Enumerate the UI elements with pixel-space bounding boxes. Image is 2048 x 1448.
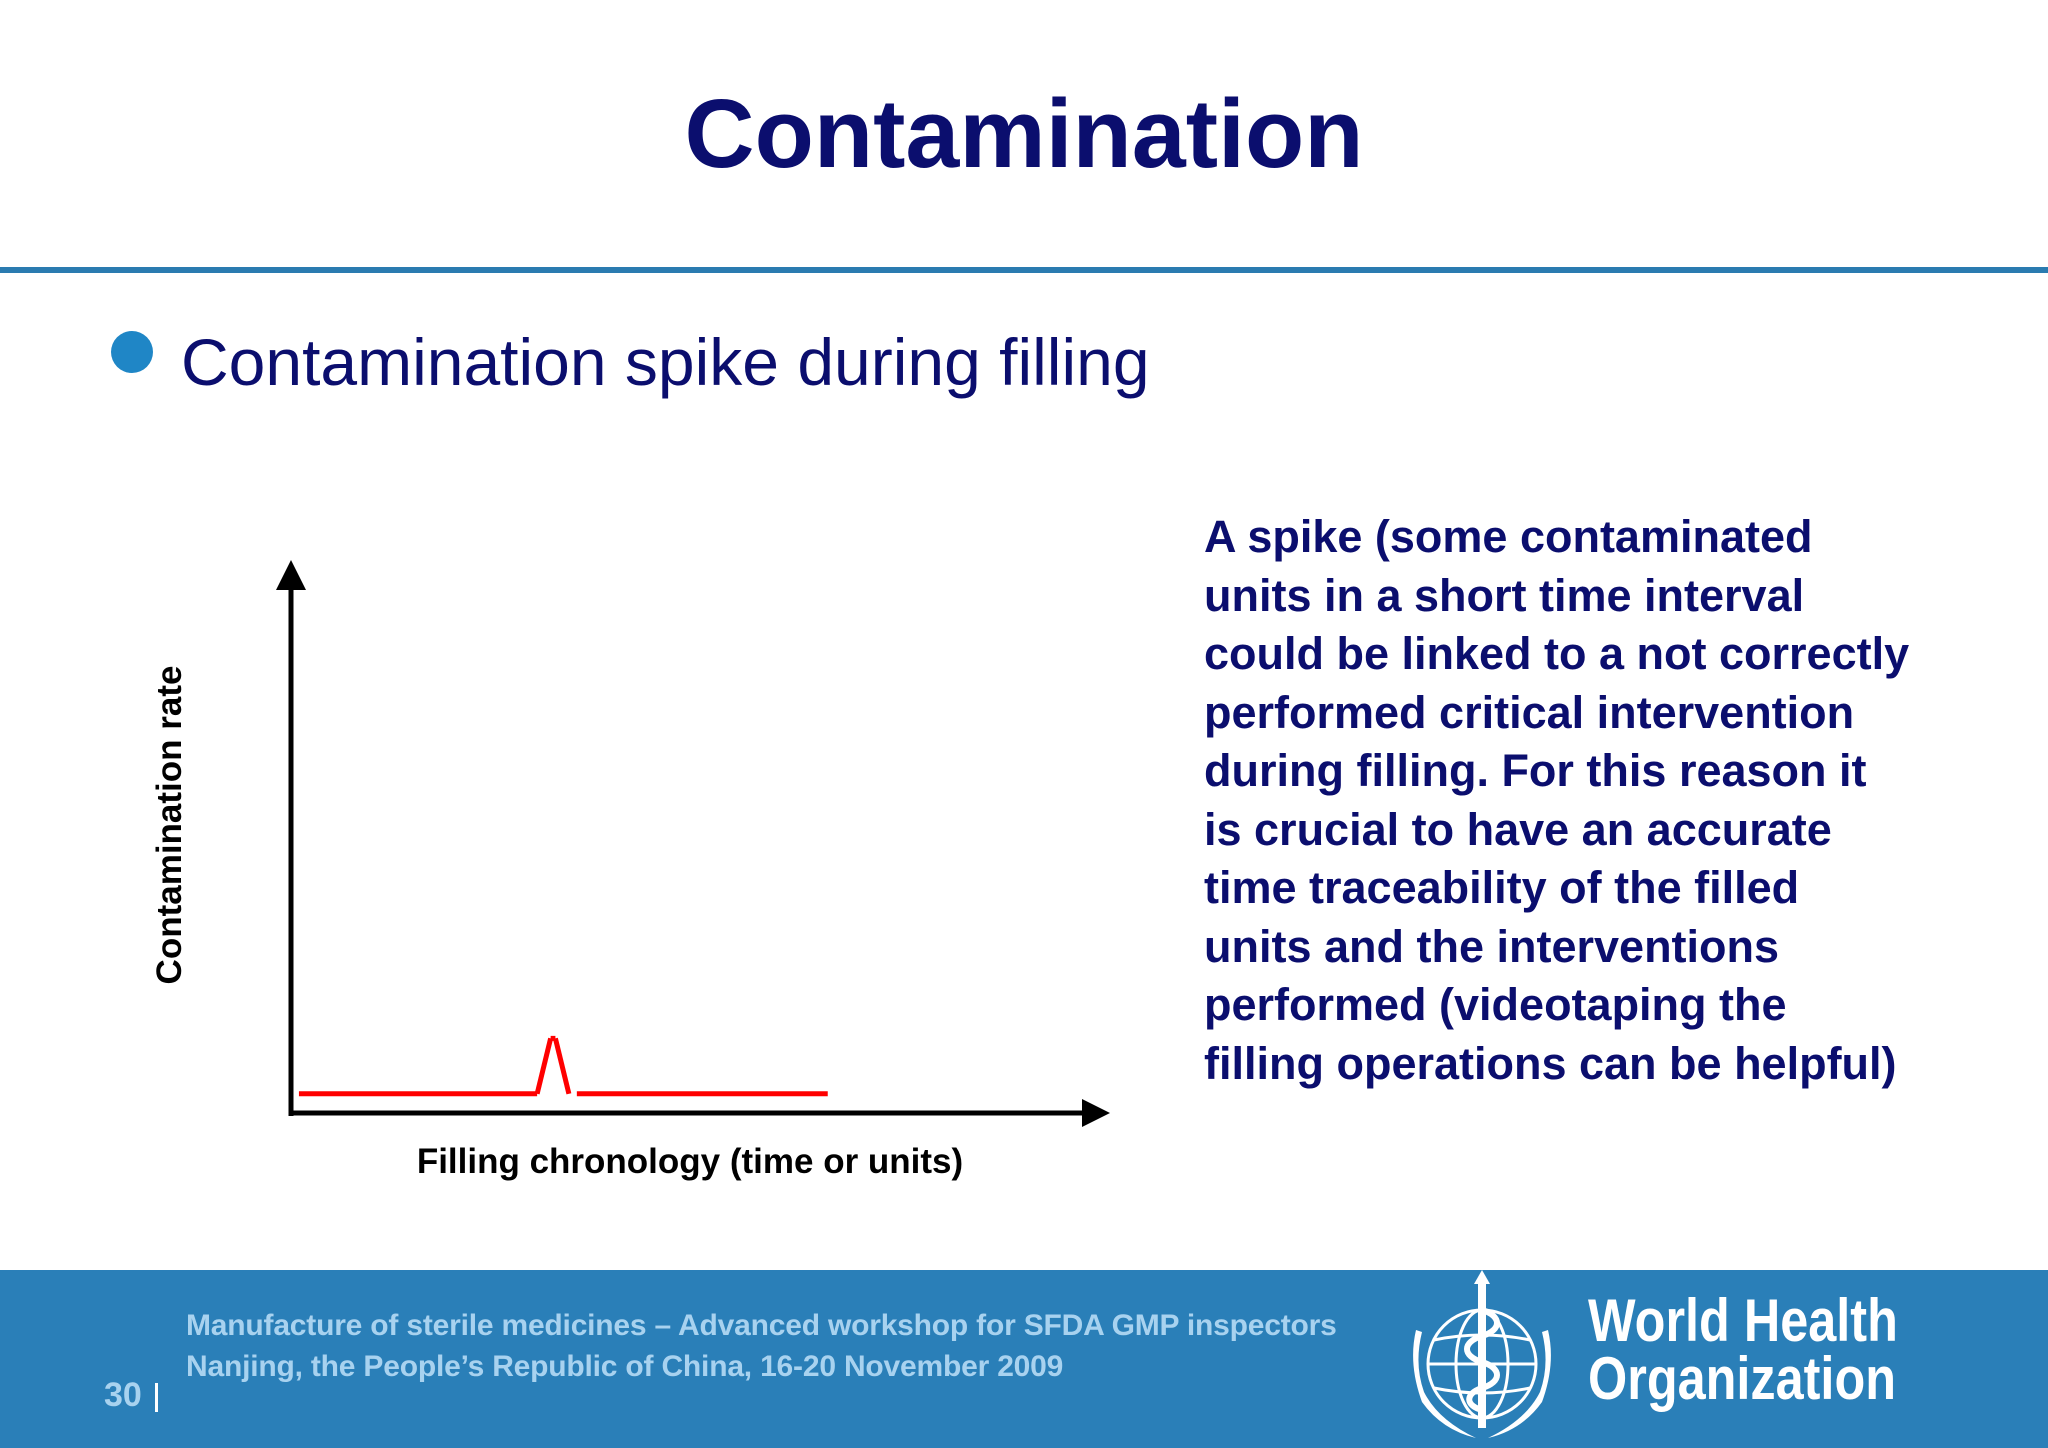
description-line: during filling. For this reason it [1204,745,1867,796]
description-line: filling operations can be helpful) [1204,1037,1897,1089]
description-line: is crucial to have an accurate [1204,803,1832,855]
y-axis-arrowhead [276,560,306,590]
description-line: A spike (some contaminated [1204,511,1813,562]
page-number-separator [155,1383,158,1412]
page-number: 30 [104,1376,142,1414]
description-line: units in a short time interval [1204,569,1805,621]
series-group [298,1035,828,1097]
description-line: performed critical intervention [1204,686,1855,738]
description-line: time traceability of the filled [1204,862,1800,913]
series-segment-0-3 [552,1037,572,1095]
who-wordmark-line1: World Health [1588,1287,1898,1354]
description-line: units and the interventions [1204,920,1780,972]
x-axis-label: Filling chronology (time or units) [416,1142,964,1181]
description-text: A spike (some contaminated units in a sh… [1204,508,2004,1093]
who-emblem-icon [1413,1270,1551,1438]
who-wordmark: World Health Organization [1588,1287,1898,1412]
footer-location-line: Nanjing, the People’s Republic of China,… [186,1350,1064,1383]
description-line: could be linked to a not correctly [1204,628,1910,679]
bullet-icon [111,331,153,373]
who-wordmark-line2: Organization [1588,1345,1897,1412]
chart-axes [276,560,1110,1127]
y-axis-label: Contamination rate [150,665,189,985]
x-axis-arrowhead [1082,1099,1110,1127]
series-segment-0-1 [534,1037,554,1095]
footer-bar [0,1270,2048,1448]
bullet-text: Contamination spike during filling [181,325,1150,399]
title-divider [0,267,2048,273]
footer-workshop-line: Manufacture of sterile medicines – Advan… [186,1309,1337,1342]
description-line: performed (videotaping the [1204,979,1787,1030]
slide-title: Contamination [684,79,1364,188]
